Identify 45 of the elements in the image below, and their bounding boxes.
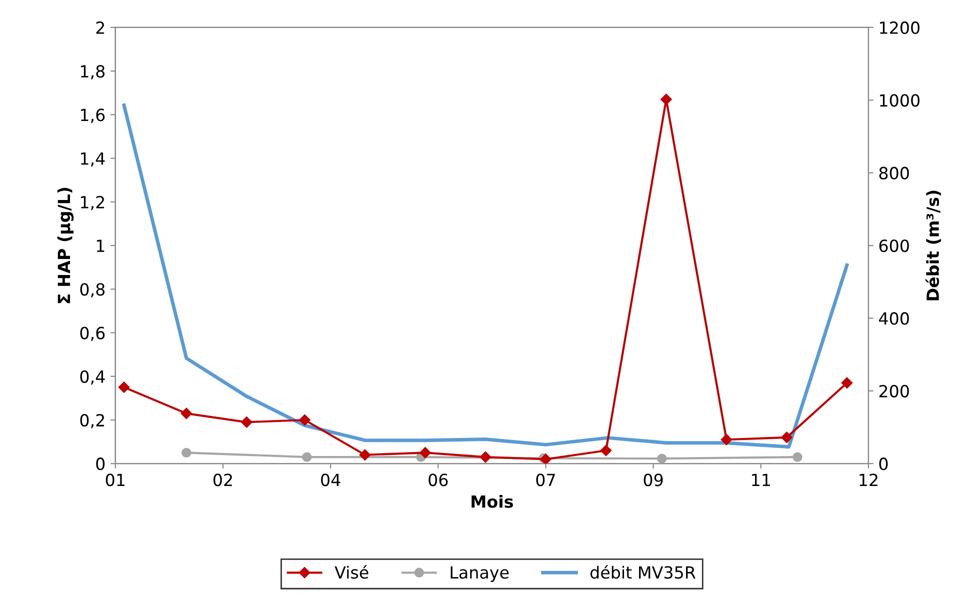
y-tick-label: 0,4 <box>80 370 105 385</box>
y2-tick-label: 1200 <box>880 21 920 34</box>
legend-label: Visé <box>334 565 368 579</box>
point <box>241 416 252 428</box>
y2-tick-label: 200 <box>879 384 909 398</box>
x-tick-label: 12 <box>860 474 878 486</box>
x-tick-label: 04 <box>321 474 340 486</box>
point <box>359 449 371 460</box>
y-axis-title: Σ HAP (µg/L) <box>57 188 74 304</box>
y-tick-label: 0 <box>96 458 105 470</box>
x-tick-label: 07 <box>536 474 555 486</box>
x-axis-title: Mois <box>472 495 513 508</box>
point <box>720 434 732 446</box>
y-tick-label: 0,6 <box>80 326 105 342</box>
point <box>792 452 802 462</box>
y-tick-label: 0,8 <box>80 283 105 298</box>
point <box>600 444 612 456</box>
point <box>299 414 310 426</box>
x-tick-label: 11 <box>752 474 770 486</box>
x-tick-label: 09 <box>644 474 663 486</box>
y2-tick-label: 600 <box>879 239 909 252</box>
x-tick-label: 06 <box>428 474 448 486</box>
point <box>480 451 492 463</box>
y-tick-label: 2 <box>96 21 104 34</box>
y2-tick-label: 0 <box>879 458 888 470</box>
y-tick-label: 0,2 <box>80 414 104 428</box>
y2-tick-label: 1000 <box>880 94 920 107</box>
point <box>841 377 853 389</box>
y-tick-label: 1 <box>96 240 104 252</box>
y2-tick-label: 400 <box>879 312 909 325</box>
y-tick-label: 1,2 <box>81 196 104 210</box>
point <box>657 454 667 464</box>
y-tick-label: 1,6 <box>81 108 105 123</box>
x-tick-label: 02 <box>213 474 232 486</box>
point <box>540 454 552 464</box>
point <box>420 447 431 458</box>
point <box>302 452 312 462</box>
y2-tick-label: 800 <box>879 166 909 180</box>
y2-axis-title: Débit (m³/s) <box>925 190 942 300</box>
point <box>781 432 792 444</box>
x-tick-label: 01 <box>106 474 124 486</box>
y-tick-label: 1,4 <box>81 152 105 167</box>
legend-label: Lanaye <box>450 566 509 582</box>
legend-label: débit MV35R <box>590 565 696 579</box>
y-tick-label: 1,8 <box>81 65 105 80</box>
